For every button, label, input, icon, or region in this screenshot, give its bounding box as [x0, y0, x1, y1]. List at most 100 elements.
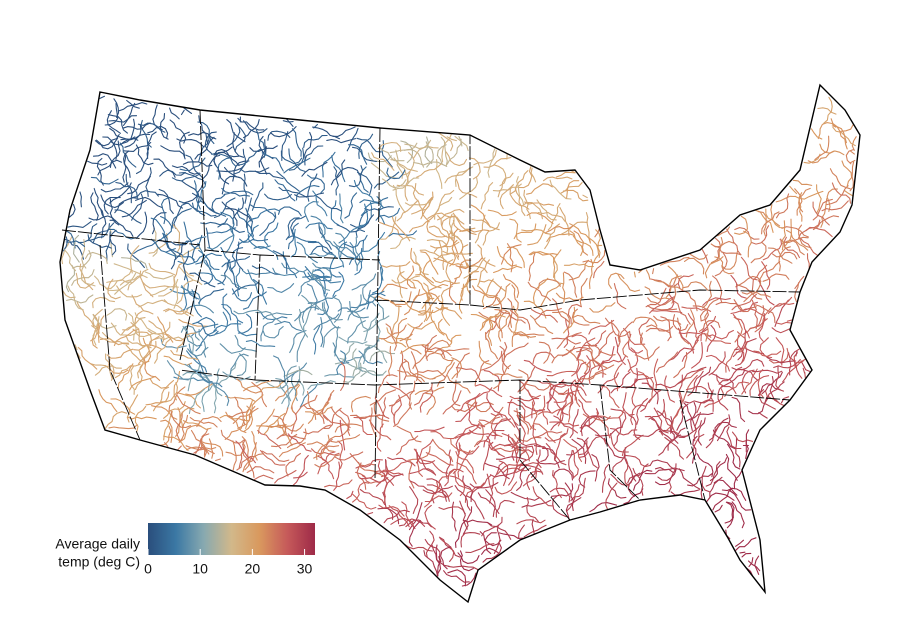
river — [841, 160, 853, 187]
river — [493, 524, 501, 555]
river — [161, 197, 169, 225]
river — [379, 146, 405, 162]
river — [312, 325, 321, 355]
river — [673, 390, 683, 420]
river — [436, 362, 455, 387]
river — [696, 453, 714, 478]
river — [764, 390, 785, 407]
river — [387, 457, 416, 467]
river — [371, 152, 395, 171]
river — [381, 261, 411, 268]
river — [450, 215, 463, 242]
river — [240, 167, 270, 173]
river — [802, 367, 806, 374]
river — [563, 263, 594, 268]
river — [245, 339, 276, 347]
river — [380, 324, 407, 340]
river — [338, 336, 368, 345]
river — [391, 275, 421, 284]
river — [493, 295, 503, 324]
river — [812, 201, 830, 226]
river — [426, 239, 449, 255]
river — [479, 531, 502, 547]
river — [358, 133, 374, 160]
river — [225, 395, 256, 402]
river — [287, 235, 317, 243]
river — [438, 318, 453, 343]
river — [812, 198, 833, 221]
river — [549, 179, 572, 200]
river — [712, 487, 733, 511]
river — [317, 389, 335, 416]
river — [627, 358, 649, 378]
river — [610, 371, 631, 394]
river — [672, 314, 689, 332]
river — [455, 451, 475, 474]
river — [757, 261, 781, 282]
river — [129, 366, 135, 395]
river — [171, 165, 200, 175]
river — [337, 307, 366, 313]
river — [795, 358, 806, 364]
river — [487, 316, 493, 346]
river — [843, 189, 854, 197]
river — [312, 276, 342, 284]
river — [179, 285, 188, 313]
river — [778, 246, 791, 272]
river — [545, 443, 567, 466]
river — [779, 236, 809, 244]
river — [516, 464, 527, 491]
river — [607, 478, 627, 499]
river — [163, 411, 173, 441]
river — [260, 449, 286, 466]
river — [173, 278, 179, 309]
river — [138, 299, 168, 308]
river — [567, 303, 582, 325]
river — [454, 485, 471, 511]
rivers — [61, 95, 857, 587]
river — [731, 293, 758, 311]
river — [247, 234, 271, 249]
river — [292, 471, 308, 487]
river — [757, 383, 781, 396]
river — [294, 192, 325, 198]
river — [169, 107, 180, 120]
river — [183, 221, 196, 250]
river — [260, 317, 277, 342]
river — [576, 337, 596, 361]
river — [425, 392, 436, 415]
river — [428, 225, 456, 239]
us-outline — [59, 83, 861, 604]
river — [421, 344, 446, 359]
river — [100, 209, 107, 239]
river — [304, 131, 313, 161]
river — [487, 209, 517, 217]
river — [391, 216, 411, 242]
river — [213, 148, 240, 158]
river — [121, 118, 136, 145]
river — [235, 267, 241, 297]
river — [81, 238, 87, 269]
river — [315, 195, 342, 212]
river — [645, 327, 672, 339]
river — [149, 378, 175, 389]
river — [704, 311, 709, 342]
river — [816, 184, 822, 214]
river — [331, 155, 346, 183]
river — [324, 479, 353, 488]
river — [521, 229, 551, 235]
river — [697, 417, 706, 446]
river — [451, 400, 477, 413]
river — [437, 208, 465, 221]
river — [220, 211, 235, 235]
river — [248, 394, 264, 421]
river — [435, 306, 462, 320]
river — [427, 212, 457, 219]
river — [733, 316, 743, 343]
river — [561, 346, 591, 357]
river — [237, 117, 265, 131]
river — [267, 283, 295, 293]
river — [706, 324, 717, 352]
river — [563, 438, 583, 463]
river — [676, 403, 689, 431]
